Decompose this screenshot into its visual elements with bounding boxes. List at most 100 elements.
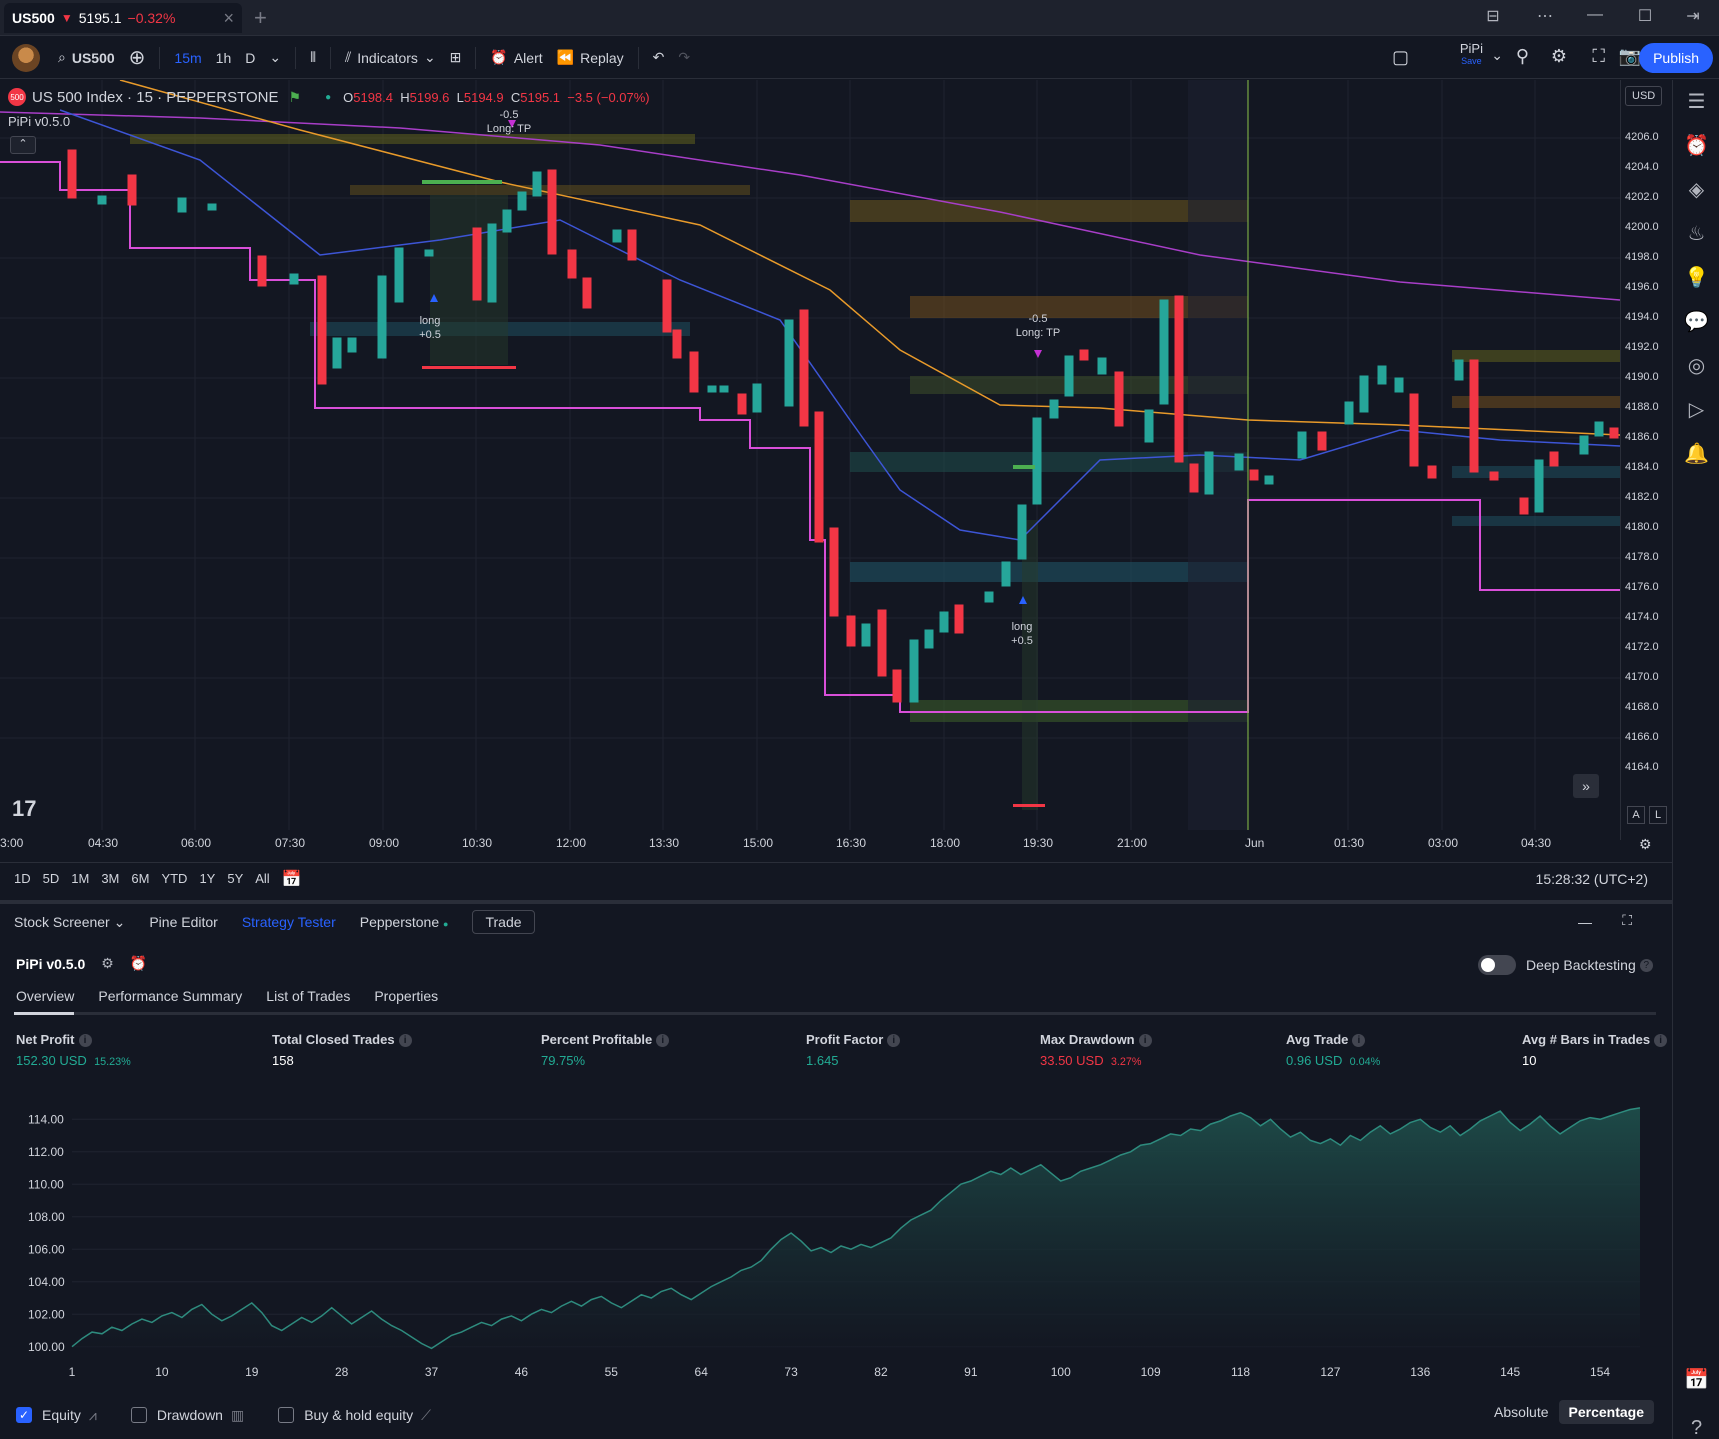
interval-15m[interactable]: 15m — [174, 49, 202, 66]
hotlist-flame-icon[interactable]: ♨ — [1687, 223, 1706, 245]
clock[interactable]: 15:28:32 (UTC+2) — [1535, 871, 1648, 887]
info-icon[interactable]: i — [887, 1034, 901, 1048]
subtab-overview[interactable]: Overview — [16, 988, 75, 1004]
tab-symbol: US500 — [12, 10, 55, 26]
maximize-icon[interactable]: ☐ — [1637, 8, 1653, 25]
price-tick: 4172.0 — [1625, 641, 1659, 653]
help-icon[interactable]: ? — [1690, 1417, 1703, 1439]
tab-change: −0.32% — [127, 10, 176, 26]
replay-button[interactable]: ⏪ Replay — [557, 49, 624, 66]
price-axis[interactable]: USD 4206.0 4204.0 4202.0 4200.0 4198.0 4… — [1620, 80, 1672, 852]
auto-scale-button[interactable]: A — [1627, 806, 1645, 824]
tab-trade[interactable]: Trade — [472, 910, 535, 934]
tab-strategy-tester[interactable]: Strategy Tester — [241, 914, 336, 930]
settings-icon[interactable]: ⚙ — [101, 955, 114, 971]
tab-pine-editor[interactable]: Pine Editor — [149, 914, 218, 930]
calendar-icon[interactable]: 📅 — [281, 870, 302, 888]
indicators-button[interactable]: ⫽ Indicators ⌄ — [345, 49, 436, 66]
range-all[interactable]: All — [255, 871, 270, 886]
buy-hold-toggle[interactable]: Buy & hold equity ⟋ — [278, 1407, 431, 1424]
settings-icon[interactable]: ⚙ — [1639, 836, 1652, 852]
chevron-down-icon[interactable]: ⌄ — [1491, 47, 1503, 63]
flag-icon[interactable]: ⚑ — [288, 88, 302, 105]
range-3m[interactable]: 3M — [101, 871, 120, 886]
publish-button[interactable]: Publish — [1639, 43, 1713, 73]
indicator-legend[interactable]: PiPi v0.5.0 — [8, 114, 71, 129]
new-tab-icon[interactable]: + — [254, 5, 267, 30]
collapse-legend-icon[interactable]: ⌃ — [10, 136, 36, 154]
range-6m[interactable]: 6M — [131, 871, 150, 886]
drawdown-toggle[interactable]: Drawdown ▥ — [130, 1407, 244, 1424]
layout-icon[interactable]: ⊟ — [1486, 8, 1500, 25]
equity-chart[interactable]: 100.00 102.00 104.00 106.00 108.00 110.00 112.… — [0, 1085, 1672, 1385]
symbol-tab[interactable]: US500 ▼ 5195.1 −0.32% × — [4, 3, 242, 33]
maximize-panel-icon[interactable]: ⛶ — [1622, 912, 1632, 928]
price-chart[interactable]: -0.5 Long: TP long +0.5 -0.5 Long: TP lo… — [0, 80, 1620, 840]
equity-toggle[interactable]: ✓ Equity ⩘ — [16, 1407, 97, 1424]
alarm-add-icon[interactable]: ⏰ — [129, 955, 148, 971]
interval-d[interactable]: D — [245, 49, 256, 66]
info-icon[interactable]: i — [1138, 1034, 1152, 1048]
ideas-bulb-icon[interactable]: 💡 — [1684, 267, 1709, 289]
watchlist-icon[interactable]: ☰ — [1687, 91, 1706, 113]
exit-icon[interactable]: ⇥ — [1686, 8, 1700, 25]
scroll-right-button[interactable] — [1573, 774, 1599, 798]
subtab-properties[interactable]: Properties — [374, 988, 439, 1004]
metric-percent-profitable: Percent Profitable i 79.75% — [541, 1032, 670, 1068]
avatar[interactable] — [12, 43, 40, 72]
range-1m[interactable]: 1M — [71, 871, 90, 886]
more-icon[interactable]: ⋯ — [1537, 8, 1553, 25]
info-icon[interactable]: i — [1352, 1034, 1366, 1048]
info-icon[interactable]: i — [398, 1034, 412, 1048]
symbol-search[interactable]: ⌕ US500 — [58, 49, 115, 66]
notification-bell-icon[interactable]: 🔔 — [1684, 443, 1709, 465]
close-tab-icon[interactable]: × — [223, 7, 234, 28]
alert-button[interactable]: ⏰ Alert — [490, 49, 542, 66]
expand-icon[interactable]: ⛶ — [1592, 46, 1605, 66]
legend-title[interactable]: US 500 Index · 15 · PEPPERSTONE — [32, 88, 279, 106]
time-tick: 18:00 — [930, 836, 961, 850]
log-scale-button[interactable]: L — [1649, 806, 1667, 824]
equity-x-tick: 19 — [245, 1365, 259, 1379]
range-ytd[interactable]: YTD — [161, 871, 188, 886]
minimize-icon[interactable]: — — [1587, 6, 1603, 23]
range-1y[interactable]: 1Y — [199, 871, 216, 886]
range-5y[interactable]: 5Y — [227, 871, 244, 886]
camera-icon[interactable]: 📷 — [1618, 46, 1641, 66]
range-1d[interactable]: 1D — [14, 871, 31, 886]
fullscreen-box-icon[interactable]: ▢ — [1391, 47, 1409, 67]
calendar-icon[interactable]: 📅 — [1684, 1369, 1709, 1391]
layout-name[interactable]: PiPi Save — [1460, 42, 1483, 68]
deep-backtesting-toggle[interactable] — [1478, 955, 1516, 975]
tab-stock-screener[interactable]: Stock Screener ⌄ — [14, 913, 126, 930]
podcast-icon[interactable]: ▷ — [1688, 399, 1705, 421]
compare-plus-icon[interactable]: ⊕ — [128, 47, 146, 69]
quick-search-icon[interactable]: ⚲ — [1515, 46, 1529, 66]
minimize-panel-icon[interactable]: — — [1578, 914, 1592, 930]
info-icon[interactable]: ? — [1639, 958, 1653, 972]
alarm-icon[interactable]: ⏰ — [1684, 135, 1709, 157]
percentage-button[interactable]: Percentage — [1558, 1400, 1654, 1424]
tab-pepperstone[interactable]: Pepperstone ● — [359, 914, 449, 930]
absolute-button[interactable]: Absolute — [1494, 1404, 1549, 1420]
ideas-stream-icon[interactable]: ◎ — [1687, 355, 1706, 377]
redo-icon[interactable]: ↷ — [678, 49, 691, 65]
info-icon[interactable]: i — [1654, 1034, 1668, 1048]
interval-1h[interactable]: 1h — [215, 49, 232, 66]
templates-icon[interactable]: ⊞ — [449, 49, 462, 65]
metric-avg-bars-in-trades: Avg # Bars in Trades i 10 — [1522, 1032, 1668, 1068]
settings-icon[interactable]: ⚙ — [1550, 46, 1567, 66]
undo-icon[interactable]: ↶ — [652, 49, 665, 65]
info-icon[interactable]: i — [656, 1034, 670, 1048]
chevron-down-icon[interactable]: ⌄ — [269, 49, 282, 65]
subtab-performance-summary[interactable]: Performance Summary — [98, 988, 243, 1004]
candles-icon[interactable]: ⫴ — [310, 49, 316, 65]
info-icon[interactable]: i — [78, 1034, 92, 1048]
equity-y-tick: 110.00 — [28, 1177, 64, 1191]
chat-icon[interactable]: 💬 — [1684, 311, 1709, 333]
range-5d[interactable]: 5D — [42, 871, 60, 886]
currency-select[interactable]: USD — [1625, 86, 1663, 106]
subtab-list-of-trades[interactable]: List of Trades — [266, 988, 351, 1004]
time-axis[interactable]: 3:00 04:30 06:00 07:30 09:00 10:30 12:00… — [0, 830, 1620, 856]
layers-icon[interactable]: ◈ — [1688, 179, 1705, 201]
